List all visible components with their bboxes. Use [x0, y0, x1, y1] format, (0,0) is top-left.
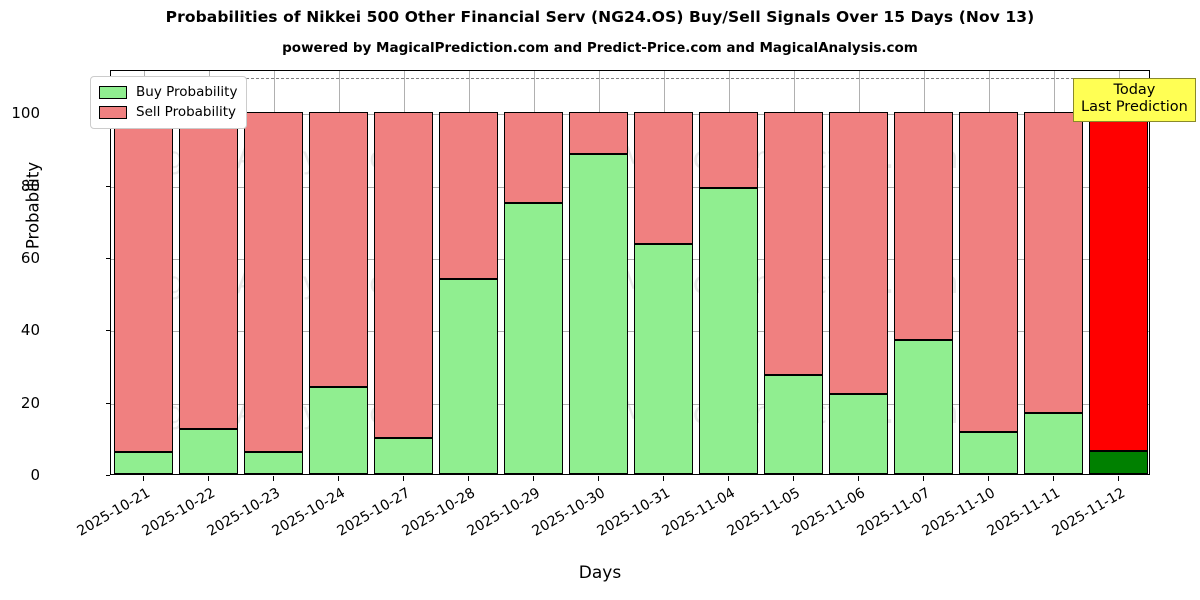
legend-swatch-buy: [99, 85, 127, 99]
bar-segment-sell[interactable]: [308, 112, 369, 388]
bar-segment-sell[interactable]: [113, 112, 174, 453]
legend-item-sell: Sell Probability: [99, 102, 237, 122]
bar-segment-buy[interactable]: [503, 202, 564, 474]
bar-segment-buy[interactable]: [243, 452, 304, 474]
today-annotation-line2: Last Prediction: [1081, 99, 1188, 115]
x-tick-mark: [207, 476, 209, 481]
bar-segment-buy[interactable]: [178, 428, 239, 474]
bar-segment-buy[interactable]: [633, 244, 694, 474]
y-tick-mark: [106, 330, 110, 332]
y-tick-mark: [106, 402, 110, 404]
bar-2025-10-23[interactable]: [243, 71, 304, 474]
bar-2025-11-04[interactable]: [698, 71, 759, 474]
bar-2025-11-10[interactable]: [958, 71, 1019, 474]
bar-2025-10-27[interactable]: [373, 71, 434, 474]
bar-segment-sell[interactable]: [828, 112, 889, 395]
legend-item-buy: Buy Probability: [99, 82, 237, 102]
bar-2025-11-12[interactable]: [1088, 71, 1149, 474]
chart-legend: Buy Probability Sell Probability: [90, 76, 248, 129]
bar-segment-buy[interactable]: [308, 387, 369, 474]
legend-swatch-sell: [99, 105, 127, 119]
bar-segment-sell[interactable]: [1023, 112, 1084, 413]
y-axis-label: Probability: [23, 161, 43, 250]
bar-segment-sell[interactable]: [243, 112, 304, 453]
bar-segment-sell[interactable]: [178, 112, 239, 429]
bar-segment-sell[interactable]: [373, 112, 434, 438]
bar-segment-sell[interactable]: [958, 112, 1019, 433]
bar-2025-11-06[interactable]: [828, 71, 889, 474]
y-tick-label: 0: [30, 466, 40, 484]
x-tick-mark: [987, 476, 989, 481]
x-tick-mark: [727, 476, 729, 481]
gridline-horizontal: [111, 114, 1149, 116]
y-tick-mark: [106, 185, 110, 187]
bar-2025-10-21[interactable]: [113, 71, 174, 474]
x-tick-mark: [857, 476, 859, 481]
x-axis-label: Days: [578, 563, 622, 583]
bar-2025-11-05[interactable]: [763, 71, 824, 474]
y-tick-label: 40: [20, 321, 40, 340]
bar-2025-10-22[interactable]: [178, 71, 239, 474]
bar-segment-buy[interactable]: [373, 437, 434, 474]
y-tick-mark: [106, 258, 110, 260]
bar-segment-buy[interactable]: [1088, 450, 1149, 474]
bar-segment-sell[interactable]: [763, 112, 824, 375]
y-tick-label: 20: [20, 393, 40, 412]
x-tick-mark: [597, 476, 599, 481]
gridline-horizontal: [111, 259, 1149, 261]
bar-segment-buy[interactable]: [893, 340, 954, 474]
bar-2025-10-24[interactable]: [308, 71, 369, 474]
bar-segment-buy[interactable]: [438, 278, 499, 474]
gridline-horizontal: [111, 331, 1149, 333]
bar-segment-sell[interactable]: [503, 112, 564, 203]
y-tick-label: 60: [20, 249, 40, 268]
x-tick-mark: [402, 476, 404, 481]
x-tick-mark: [922, 476, 924, 481]
x-tick-mark: [662, 476, 664, 481]
legend-label-sell: Sell Probability: [136, 104, 237, 120]
bar-segment-buy[interactable]: [113, 452, 174, 474]
bar-segment-sell[interactable]: [698, 112, 759, 189]
bar-segment-sell[interactable]: [568, 112, 629, 154]
bar-segment-buy[interactable]: [828, 394, 889, 474]
x-tick-mark: [272, 476, 274, 481]
bar-segment-sell[interactable]: [1088, 112, 1149, 451]
bar-segment-buy[interactable]: [568, 153, 629, 474]
bar-segment-buy[interactable]: [763, 374, 824, 474]
x-tick-mark: [1117, 476, 1119, 481]
x-tick-mark: [142, 476, 144, 481]
bar-segment-buy[interactable]: [1023, 412, 1084, 474]
x-tick-mark: [792, 476, 794, 481]
chart-title: Probabilities of Nikkei 500 Other Financ…: [165, 8, 1035, 26]
reference-dashed-line: [111, 78, 1149, 80]
bar-2025-11-11[interactable]: [1023, 71, 1084, 474]
y-tick-label: 80: [20, 176, 40, 195]
bar-segment-sell[interactable]: [893, 112, 954, 341]
x-tick-mark: [1052, 476, 1054, 481]
x-tick-mark: [532, 476, 534, 481]
bar-2025-11-07[interactable]: [893, 71, 954, 474]
bar-2025-10-30[interactable]: [568, 71, 629, 474]
y-tick-mark: [106, 475, 110, 476]
plot-area: MagicalAnalysis.comMagicalPrediction.com…: [110, 70, 1150, 475]
bar-2025-10-29[interactable]: [503, 71, 564, 474]
x-tick-mark: [467, 476, 469, 481]
gridline-horizontal: [111, 186, 1149, 188]
bar-segment-sell[interactable]: [438, 112, 499, 279]
today-annotation-line1: Today: [1113, 82, 1156, 98]
gridline-horizontal: [111, 403, 1149, 405]
y-tick-label: 100: [11, 104, 40, 123]
chart-subtitle: powered by MagicalPrediction.com and Pre…: [282, 40, 918, 56]
bar-2025-10-31[interactable]: [633, 71, 694, 474]
bar-segment-buy[interactable]: [958, 432, 1019, 474]
bar-segment-buy[interactable]: [698, 188, 759, 474]
x-tick-mark: [337, 476, 339, 481]
bar-segment-sell[interactable]: [633, 112, 694, 245]
legend-label-buy: Buy Probability: [136, 84, 238, 100]
today-annotation: Today Last Prediction: [1073, 78, 1196, 122]
bar-2025-10-28[interactable]: [438, 71, 499, 474]
